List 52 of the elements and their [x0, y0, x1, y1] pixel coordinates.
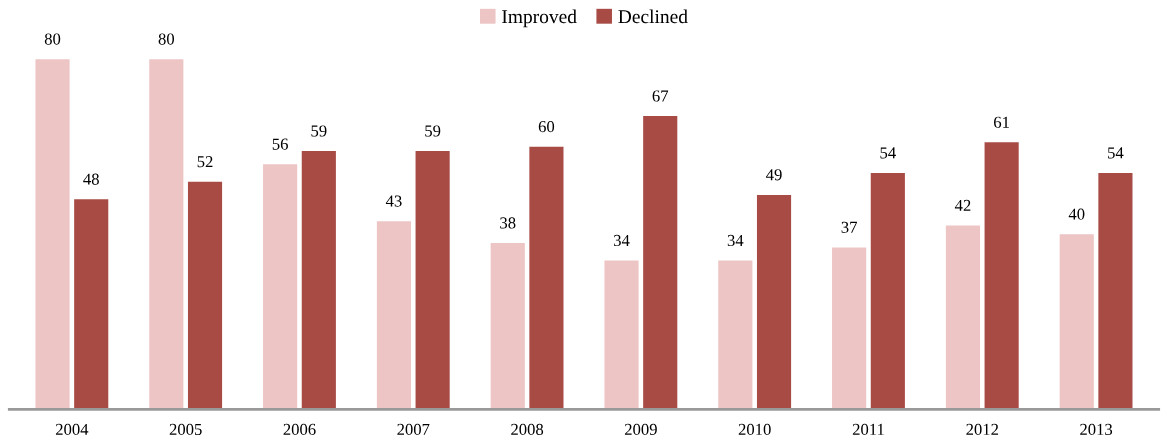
x-tick-label: 2009 [624, 423, 657, 436]
data-label: 59 [425, 125, 441, 137]
data-label: 61 [994, 116, 1009, 128]
data-label: 34 [727, 234, 744, 247]
x-tick-label: 2012 [966, 423, 999, 436]
bar [187, 181, 223, 410]
x-tick-label: 2005 [169, 423, 202, 436]
bar [74, 199, 109, 410]
bar [1098, 172, 1133, 410]
bar [35, 59, 70, 410]
data-label: 56 [272, 138, 288, 150]
data-label: 52 [197, 156, 213, 168]
legend-label: Declined [618, 9, 688, 24]
bar [263, 164, 298, 410]
x-tick-label: 2011 [852, 423, 884, 436]
bar [756, 194, 792, 410]
data-label: 54 [1108, 147, 1124, 159]
x-tick-label: 2007 [397, 423, 430, 436]
data-label: 43 [385, 195, 402, 207]
data-label: 34 [614, 234, 630, 247]
data-label: 80 [44, 33, 61, 45]
x-tick-label: 2008 [511, 423, 544, 436]
x-tick-label: 2010 [738, 423, 771, 436]
data-label: 40 [1068, 208, 1085, 220]
bar [1059, 234, 1094, 410]
bar [529, 146, 564, 410]
bar [643, 116, 678, 410]
bar [718, 260, 753, 410]
legend-label: Improved [502, 9, 577, 28]
data-label: 80 [158, 33, 175, 45]
data-label: 67 [652, 90, 669, 102]
data-label: 59 [311, 125, 327, 137]
bar [984, 142, 1019, 410]
bar [870, 172, 905, 410]
data-label: 49 [766, 169, 782, 181]
data-label: 42 [954, 199, 971, 211]
x-tick-label: 2006 [283, 423, 316, 436]
bar [376, 221, 412, 410]
bar [604, 260, 639, 410]
bar [301, 151, 336, 410]
bar [945, 225, 981, 410]
data-label: 54 [880, 147, 896, 159]
x-tick-label: 2013 [1080, 423, 1113, 436]
data-label: 48 [83, 173, 99, 185]
data-label: 60 [538, 120, 555, 133]
bar [149, 59, 184, 410]
data-label: 37 [841, 221, 857, 233]
data-label: 38 [500, 217, 516, 229]
x-tick-label: 2004 [55, 423, 89, 436]
bar [490, 243, 525, 410]
bar [415, 151, 450, 410]
bar [832, 247, 867, 410]
